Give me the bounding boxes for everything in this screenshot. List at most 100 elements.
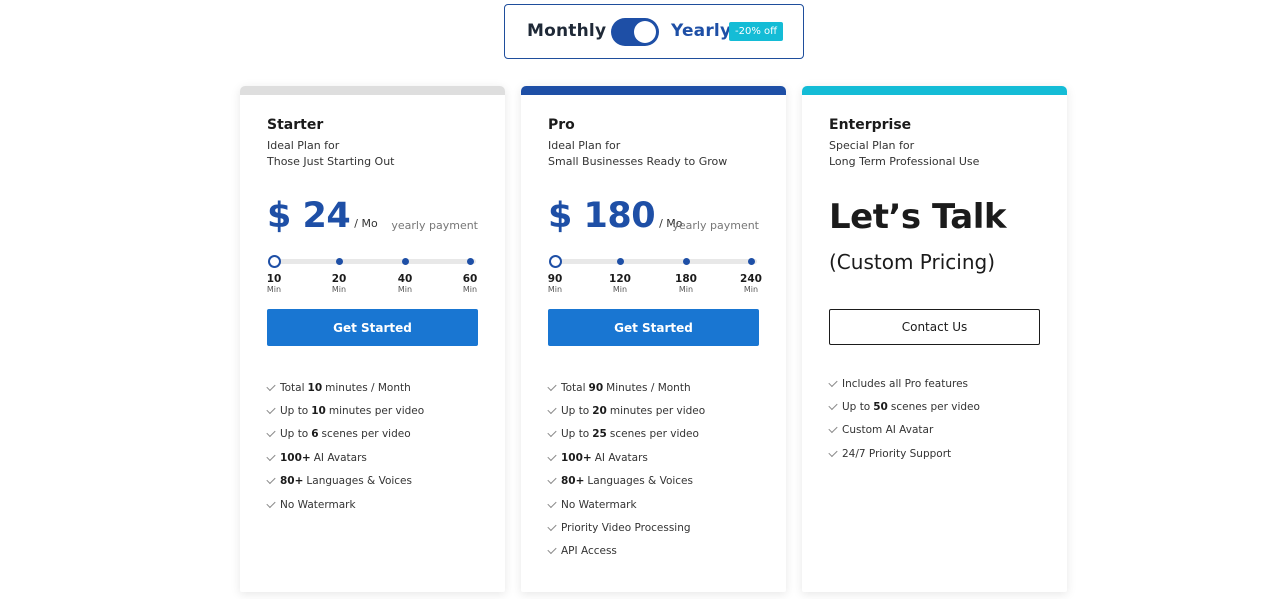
feature-value: 10 [307, 381, 323, 394]
feature-item: 100+ AI Avatars [547, 446, 705, 469]
check-icon [828, 447, 838, 457]
check-icon [828, 377, 838, 387]
check-icon [266, 451, 276, 461]
plan-description: Ideal Plan for Those Just Starting Out [267, 138, 487, 170]
slider-tick-label[interactable]: 40 Min [390, 273, 420, 295]
feature-value: 50 [873, 401, 888, 414]
minutes-slider[interactable]: 90 Min 120 Min 180 Min 240 Min [548, 252, 762, 295]
feature-value: 100+ [280, 451, 311, 464]
billing-period-switch[interactable] [611, 18, 659, 46]
tick-minutes-value: 40 [397, 273, 413, 285]
feature-text: Languages & Voices [587, 475, 693, 488]
plan-description-line: Ideal Plan for [267, 139, 340, 152]
slider-tick-label[interactable]: 90 Min [540, 273, 570, 295]
slider-tick-label[interactable]: 120 Min [605, 273, 635, 295]
check-icon [828, 424, 838, 434]
slider-tick-label[interactable]: 240 Min [736, 273, 766, 295]
tick-minutes-value: 90 [547, 273, 563, 285]
monthly-label[interactable]: Monthly [527, 21, 607, 41]
check-icon [547, 498, 557, 508]
slider-tick-label[interactable]: 60 Min [455, 273, 485, 295]
plan-description-line: Those Just Starting Out [267, 155, 395, 168]
plan-name: Pro [548, 117, 575, 133]
slider-handle[interactable] [549, 255, 562, 268]
feature-text: Custom AI Avatar [842, 424, 934, 437]
slider-tick-label[interactable]: 180 Min [671, 273, 701, 295]
plan-price: $ 24 / Mo [267, 196, 378, 240]
feature-item: Total 90 Minutes / Month [547, 376, 705, 399]
feature-item: 24/7 Priority Support [828, 442, 980, 465]
feature-prefix: Up to [280, 405, 309, 418]
minutes-slider[interactable]: 10 Min 20 Min 40 Min 60 Min [267, 252, 478, 295]
slider-track[interactable] [551, 259, 757, 264]
price-amount: $ 180 [548, 196, 656, 236]
feature-text: No Watermark [561, 498, 637, 511]
feature-item: No Watermark [266, 493, 424, 516]
feature-text: minutes per video [328, 405, 425, 418]
payment-note: yearly payment [672, 219, 759, 232]
feature-text: Languages & Voices [306, 475, 412, 488]
check-icon [547, 521, 557, 532]
slider-stop[interactable] [467, 258, 474, 265]
tick-unit: Min [462, 285, 478, 294]
lets-talk-heading: Let’s Talk [829, 197, 1007, 237]
feature-item: Up to 20 minutes per video [547, 399, 706, 422]
contact-us-button[interactable]: Contact Us [829, 309, 1040, 345]
tick-minutes-value: 10 [266, 273, 282, 285]
plan-card-starter: Starter Ideal Plan for Those Just Starti… [240, 86, 505, 592]
custom-pricing-label: (Custom Pricing) [829, 250, 995, 274]
feature-value: 80+ [280, 475, 304, 488]
card-top-bar [802, 86, 1067, 95]
feature-item: Up to 50 scenes per video [828, 395, 980, 418]
feature-value: 80+ [561, 475, 585, 488]
check-icon [266, 475, 276, 485]
plan-description: Ideal Plan for Small Businesses Ready to… [548, 138, 768, 170]
plan-card-enterprise: Enterprise Special Plan for Long Term Pr… [802, 86, 1067, 592]
slider-stop[interactable] [402, 258, 409, 265]
price-amount: $ 24 [267, 196, 351, 236]
slider-handle[interactable] [268, 255, 281, 268]
feature-text: 24/7 Priority Support [842, 447, 952, 460]
feature-prefix: Up to [280, 428, 309, 441]
slider-tick-label[interactable]: 10 Min [259, 273, 289, 295]
plan-name: Starter [267, 117, 324, 133]
yearly-label[interactable]: Yearly [671, 21, 732, 41]
slider-tick-label[interactable]: 20 Min [324, 273, 354, 295]
slider-stop[interactable] [683, 258, 690, 265]
feature-text: Includes all Pro features [842, 377, 969, 390]
payment-note: yearly payment [391, 219, 478, 232]
tick-unit: Min [612, 285, 628, 294]
plan-description-line: Special Plan for [829, 139, 915, 152]
feature-text: minutes per video [609, 405, 706, 418]
check-icon [547, 381, 557, 391]
feature-item: Custom AI Avatar [828, 419, 980, 442]
feature-value: 90 [588, 381, 604, 394]
feature-item: No Watermark [547, 493, 705, 516]
feature-item: Priority Video Processing [547, 516, 705, 539]
feature-item: 80+ Languages & Voices [266, 470, 424, 493]
feature-value: 20 [592, 405, 607, 418]
tick-unit: Min [743, 285, 759, 294]
get-started-button[interactable]: Get Started [548, 309, 759, 346]
slider-stop[interactable] [617, 258, 624, 265]
feature-value: 10 [311, 405, 326, 418]
feature-text: scenes per video [321, 428, 411, 441]
feature-text: minutes / Month [325, 381, 411, 394]
check-icon [266, 498, 276, 508]
plan-description-line: Long Term Professional Use [829, 155, 980, 168]
feature-value: 100+ [561, 451, 592, 464]
feature-prefix: Up to [561, 428, 590, 441]
feature-prefix: Total [561, 381, 586, 394]
tick-minutes-value: 240 [740, 273, 762, 285]
slider-stop[interactable] [748, 258, 755, 265]
feature-text: scenes per video [609, 428, 699, 441]
get-started-button[interactable]: Get Started [267, 309, 478, 346]
feature-prefix: Up to [842, 401, 871, 414]
slider-track[interactable] [270, 259, 476, 264]
discount-badge: -20% off [729, 22, 784, 41]
feature-item: 80+ Languages & Voices [547, 470, 705, 493]
feature-list: Total 90 Minutes / Month Up to 20 minutes per… [547, 376, 706, 563]
plan-price: $ 180 / Mo [548, 196, 683, 240]
slider-stop[interactable] [336, 258, 343, 265]
feature-item: API Access [547, 540, 705, 563]
